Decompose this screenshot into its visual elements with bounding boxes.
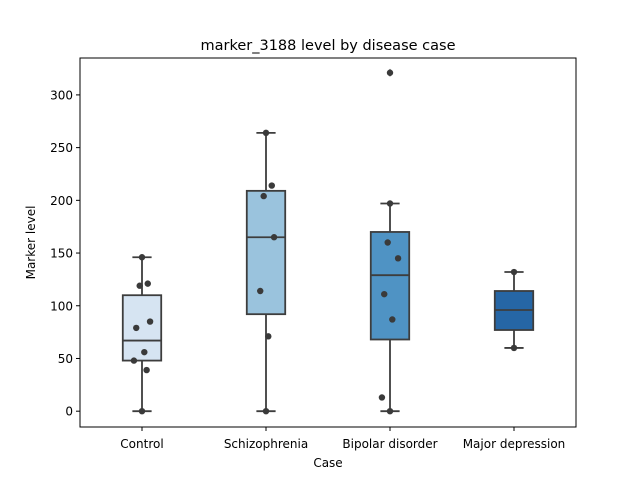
box-group <box>121 256 163 413</box>
y-axis-label: Marker level <box>24 206 38 280</box>
data-point <box>265 333 272 340</box>
strip-points <box>257 129 278 415</box>
x-tick-label: Schizophrenia <box>224 437 308 451</box>
data-point <box>268 182 275 189</box>
y-tick-label: 50 <box>58 352 73 366</box>
data-point <box>386 69 394 76</box>
y-tick-label: 150 <box>50 247 73 261</box>
data-point <box>136 282 143 289</box>
data-point <box>260 192 267 200</box>
x-axis-label: Case <box>313 456 342 470</box>
data-point <box>386 200 394 207</box>
data-point <box>262 129 270 137</box>
data-point <box>384 239 391 246</box>
box-iqr <box>121 294 163 362</box>
plot-area <box>121 68 535 415</box>
data-point <box>510 344 518 352</box>
y-tick-label: 100 <box>50 299 73 313</box>
chart-title: marker_3188 level by disease case <box>201 38 456 54</box>
data-point <box>141 348 148 356</box>
data-point <box>381 290 388 298</box>
data-point <box>257 287 264 295</box>
data-point <box>138 407 146 415</box>
data-point <box>133 324 140 332</box>
y-axis: 0 50 100 150 200 250 300 <box>50 88 80 419</box>
data-point <box>262 407 270 415</box>
data-point <box>394 255 402 262</box>
box-group <box>369 68 411 413</box>
data-point <box>138 254 146 261</box>
box-group <box>245 131 287 413</box>
x-axis: Control Schizophrenia Bipolar disorder Majo… <box>120 427 565 451</box>
data-point <box>389 316 396 323</box>
strip-points <box>510 268 518 352</box>
y-tick-label: 0 <box>65 405 73 419</box>
strip-points <box>378 69 402 415</box>
data-point <box>130 357 138 364</box>
data-point <box>510 268 518 276</box>
data-point <box>270 234 278 241</box>
x-tick-label: Bipolar disorder <box>342 437 437 451</box>
data-point <box>146 318 154 325</box>
strip-points <box>130 254 154 415</box>
box-iqr <box>245 189 287 316</box>
box-group <box>493 271 535 349</box>
box-iqr <box>369 231 411 341</box>
data-point <box>378 394 386 401</box>
y-tick-label: 300 <box>50 88 73 102</box>
y-tick-label: 200 <box>50 194 73 208</box>
x-tick-label: Major depression <box>463 437 566 451</box>
data-point <box>144 280 151 287</box>
data-point <box>143 366 150 374</box>
y-tick-label: 250 <box>50 141 73 155</box>
plot-frame <box>79 57 577 428</box>
data-point <box>386 407 394 415</box>
x-tick-label: Control <box>120 437 163 451</box>
